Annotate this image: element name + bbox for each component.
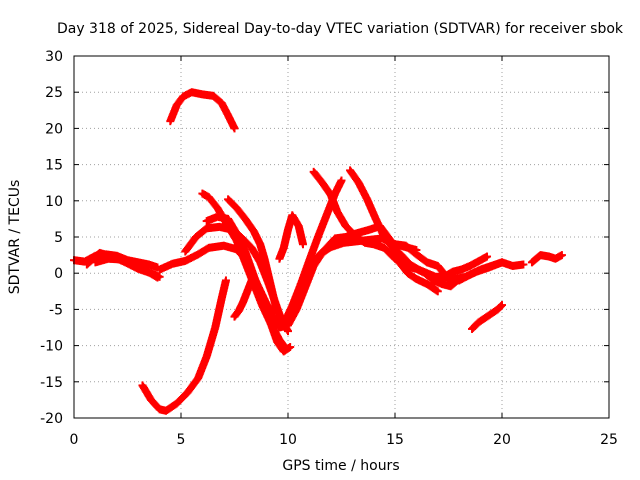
data-series-arc-4 <box>166 88 239 133</box>
data-point <box>326 191 341 215</box>
data-point <box>243 277 256 296</box>
data-point <box>275 245 288 263</box>
data-point <box>337 176 346 185</box>
x-tick-label: 25 <box>600 432 618 448</box>
data-point <box>557 251 566 260</box>
data-point <box>273 309 282 318</box>
data-point <box>202 325 219 361</box>
data-point <box>412 274 430 288</box>
data-point <box>239 288 251 307</box>
data-point <box>215 222 235 234</box>
data-series-arc-9 <box>202 212 295 356</box>
x-tick-label: 10 <box>279 432 297 448</box>
x-tick-label: 0 <box>70 432 79 448</box>
data-point <box>153 273 162 282</box>
data-point <box>147 395 163 413</box>
data-point <box>221 276 230 285</box>
x-tick-label: 15 <box>386 432 404 448</box>
y-tick-label: 20 <box>45 121 63 137</box>
data-point <box>284 327 292 336</box>
data-point <box>414 265 430 277</box>
data-point <box>485 258 505 272</box>
data-point <box>519 260 528 269</box>
data-series-arc-18 <box>440 258 528 283</box>
data-point <box>179 88 195 101</box>
data-point <box>388 243 405 259</box>
data-point <box>333 207 350 229</box>
data-series-arc-19 <box>468 301 506 333</box>
data-series-arc-20 <box>527 251 566 267</box>
data-series-arc-16 <box>346 166 492 281</box>
data-point <box>168 257 188 268</box>
data-point <box>129 261 150 275</box>
x-tick-label: 20 <box>493 432 511 448</box>
data-point <box>318 178 334 198</box>
data-point <box>354 178 371 202</box>
y-tick-label: 5 <box>54 230 63 246</box>
y-tick-label: 10 <box>45 194 63 210</box>
x-axis-label: GPS time / hours <box>282 458 399 474</box>
data-point <box>298 240 307 249</box>
data-point <box>286 343 295 352</box>
data-point <box>247 276 256 285</box>
data-point <box>138 381 155 403</box>
data-point <box>142 267 161 281</box>
data-point <box>401 241 420 258</box>
y-tick-label: -10 <box>40 339 63 355</box>
y-tick-label: -15 <box>40 375 63 391</box>
data-point <box>230 124 239 133</box>
y-tick-label: 30 <box>45 49 63 65</box>
x-axis-ticks: 0 5 10 15 20 25 <box>70 56 618 448</box>
data-point <box>294 222 307 247</box>
data-point <box>433 287 442 296</box>
plot-frame <box>73 55 610 419</box>
data-point <box>309 167 326 186</box>
y-tick-label: 0 <box>54 266 63 282</box>
data-point <box>260 301 275 327</box>
data-series-arc-12 <box>275 211 307 263</box>
data-point <box>363 195 380 222</box>
x-tick-label: 5 <box>177 432 186 448</box>
data-point <box>264 272 277 298</box>
data-point <box>224 214 240 237</box>
data-point <box>181 251 201 265</box>
data-point <box>155 260 176 274</box>
data-point <box>217 277 230 303</box>
data-series-arc-11 <box>230 276 256 321</box>
data-point <box>465 256 484 270</box>
y-axis-ticks: -20 -15 -10 -5 0 5 10 15 20 25 30 <box>40 49 609 427</box>
y-tick-label: -20 <box>40 411 63 427</box>
y-tick-label: 15 <box>45 158 63 174</box>
y-tick-label: 25 <box>45 85 63 101</box>
data-point <box>269 290 281 316</box>
data-point <box>166 102 181 126</box>
plot-area <box>70 88 566 415</box>
data-point <box>313 212 330 241</box>
data-point <box>232 204 249 222</box>
y-axis-label: SDTVAR / TECUs <box>7 180 23 295</box>
data-point <box>211 296 226 332</box>
data-point <box>305 234 322 265</box>
data-series-arc-5 <box>138 276 230 415</box>
data-point <box>279 227 292 252</box>
y-tick-label: -5 <box>49 302 63 318</box>
data-point <box>194 353 211 383</box>
data-point <box>498 301 506 310</box>
data-series-arc-3 <box>91 254 162 282</box>
data-point <box>483 252 492 261</box>
chart-title: Day 318 of 2025, Sidereal Day-to-day VTE… <box>57 21 624 37</box>
data-point <box>322 235 339 252</box>
data-series-arc-10 <box>224 195 282 318</box>
